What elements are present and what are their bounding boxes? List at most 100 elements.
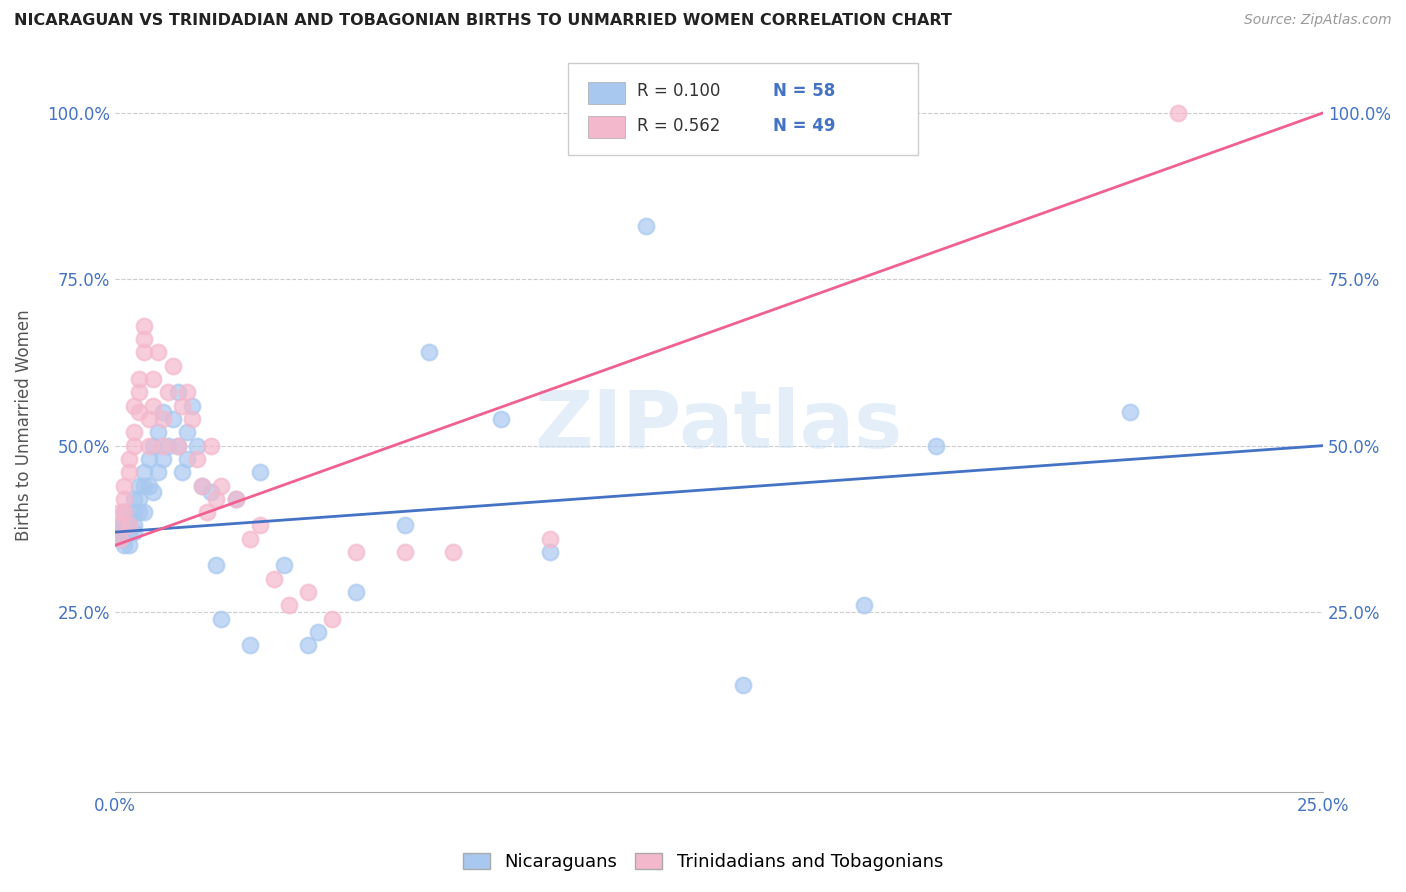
Point (152, 439, 174, 453)
Point (205, 558, 228, 573)
Point (172, 465, 194, 479)
Point (132, 318, 155, 333)
Point (239, 532, 262, 546)
Point (138, 412, 160, 426)
Point (156, 439, 179, 453)
Point (273, 558, 295, 573)
Point (190, 478, 212, 492)
Point (1119, 405, 1142, 419)
Point (195, 505, 218, 519)
Point (148, 465, 170, 479)
Point (142, 399, 165, 413)
Point (277, 599, 299, 613)
Text: N = 49: N = 49 (773, 117, 835, 136)
Point (925, 439, 948, 453)
Point (636, 219, 658, 233)
Point (118, 512, 141, 526)
Point (108, 532, 131, 546)
Text: N = 58: N = 58 (773, 82, 835, 100)
Point (118, 518, 141, 533)
Point (209, 612, 232, 626)
Point (138, 439, 160, 453)
Point (118, 451, 141, 466)
Point (538, 545, 561, 559)
Point (108, 518, 131, 533)
Point (418, 345, 440, 359)
Point (200, 485, 222, 500)
Point (176, 451, 198, 466)
Point (112, 478, 135, 492)
Point (112, 532, 135, 546)
Point (128, 385, 150, 400)
Point (118, 518, 141, 533)
Text: NICARAGUAN VS TRINIDADIAN AND TOBAGONIAN BIRTHS TO UNMARRIED WOMEN CORRELATION C: NICARAGUAN VS TRINIDADIAN AND TOBAGONIAN… (14, 13, 952, 29)
Point (108, 532, 131, 546)
Point (441, 545, 464, 559)
Point (138, 478, 160, 492)
Point (162, 359, 184, 373)
Point (132, 465, 155, 479)
Point (122, 525, 145, 540)
Point (122, 518, 145, 533)
Point (112, 518, 135, 533)
Point (186, 439, 208, 453)
Point (209, 478, 232, 492)
Point (108, 505, 131, 519)
Point (394, 518, 416, 533)
Point (142, 372, 165, 386)
Y-axis label: Births to Unmarried Women: Births to Unmarried Women (15, 310, 32, 541)
Point (112, 538, 135, 552)
Point (394, 545, 416, 559)
Point (239, 638, 262, 652)
Point (321, 612, 343, 626)
Text: Source: ZipAtlas.com: Source: ZipAtlas.com (1244, 13, 1392, 28)
Point (263, 572, 285, 586)
Point (132, 505, 155, 519)
Point (142, 439, 165, 453)
Point (181, 399, 204, 413)
Point (108, 525, 131, 540)
FancyBboxPatch shape (589, 116, 624, 138)
Point (128, 491, 150, 506)
Point (118, 538, 141, 552)
Point (148, 345, 170, 359)
Point (172, 399, 194, 413)
Text: R = 0.562: R = 0.562 (637, 117, 720, 136)
Text: ZIPatlas: ZIPatlas (534, 386, 903, 465)
Point (307, 624, 329, 639)
Point (122, 491, 145, 506)
Point (346, 585, 368, 599)
Point (1167, 106, 1189, 120)
Point (200, 439, 222, 453)
Point (108, 518, 131, 533)
Point (733, 678, 755, 692)
Point (118, 525, 141, 540)
Point (162, 412, 184, 426)
FancyBboxPatch shape (589, 81, 624, 103)
Point (166, 439, 188, 453)
Point (152, 451, 174, 466)
Point (297, 585, 319, 599)
Point (152, 405, 174, 419)
Point (538, 532, 561, 546)
Point (190, 478, 212, 492)
Point (128, 505, 150, 519)
Point (132, 478, 155, 492)
Point (852, 599, 875, 613)
FancyBboxPatch shape (568, 63, 918, 155)
Point (297, 638, 319, 652)
Point (128, 405, 150, 419)
Point (112, 505, 135, 519)
Point (249, 465, 271, 479)
Point (112, 491, 135, 506)
Point (122, 505, 145, 519)
Point (138, 451, 160, 466)
Point (181, 412, 204, 426)
Point (142, 485, 165, 500)
Point (112, 505, 135, 519)
Point (225, 491, 247, 506)
Point (156, 385, 179, 400)
Point (491, 412, 513, 426)
Point (176, 385, 198, 400)
Point (132, 345, 155, 359)
